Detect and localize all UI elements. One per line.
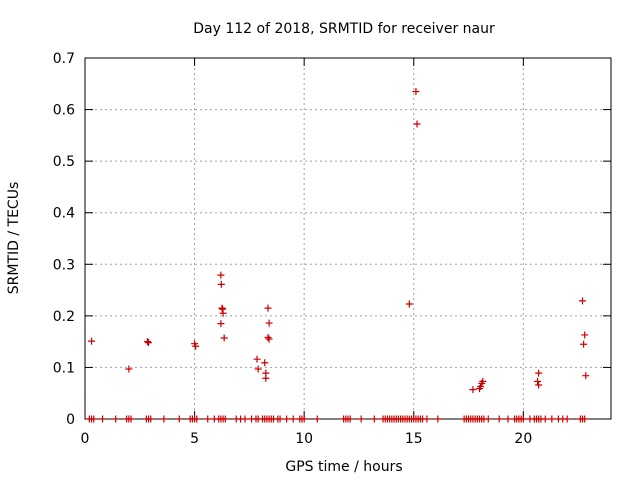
data-point	[423, 415, 431, 423]
data-point	[204, 415, 212, 423]
data-point	[90, 415, 98, 423]
data-point	[99, 415, 107, 423]
grid-lines	[85, 58, 611, 419]
data-point	[519, 415, 527, 423]
data-point	[276, 415, 284, 423]
y-axis-label: SRMTID / TECUs	[6, 182, 22, 295]
data-point	[405, 300, 413, 308]
data-point	[193, 415, 201, 423]
x-tick-label: 10	[295, 431, 313, 447]
data-point	[254, 365, 262, 373]
data-point	[262, 374, 270, 382]
axis-ticks: 0 0.1 0.2 0.3 0.4 0.5 0.6 0.7 0 5 10 15 20	[53, 51, 611, 447]
data-point	[563, 415, 571, 423]
data-point	[241, 415, 249, 423]
data-point	[582, 372, 590, 380]
data-point	[581, 415, 589, 423]
x-tick-label: 20	[514, 431, 532, 447]
y-tick-label: 0.2	[53, 309, 75, 325]
data-point	[357, 415, 365, 423]
y-tick-label: 0.3	[53, 257, 75, 273]
data-point	[283, 415, 291, 423]
data-point	[261, 359, 269, 367]
data-point	[495, 415, 503, 423]
data-point	[504, 415, 512, 423]
data-point	[479, 377, 487, 385]
data-point	[413, 120, 421, 128]
data-point	[217, 271, 225, 279]
data-point	[143, 338, 151, 346]
data-point	[581, 331, 589, 339]
data-point	[147, 415, 155, 423]
data-point	[313, 415, 321, 423]
x-tick-label: 5	[190, 431, 199, 447]
data-point	[579, 297, 587, 305]
data-point	[192, 342, 200, 350]
data-point	[125, 365, 133, 373]
x-tick-label: 0	[81, 431, 90, 447]
data-point	[265, 319, 273, 327]
x-tick-label: 15	[405, 431, 423, 447]
y-tick-label: 0.1	[53, 360, 75, 376]
data-point	[484, 415, 492, 423]
data-point	[264, 304, 272, 312]
y-tick-label: 0.4	[53, 206, 75, 222]
data-point	[217, 320, 225, 328]
data-point	[370, 415, 378, 423]
data-point	[346, 415, 354, 423]
data-points	[85, 88, 590, 423]
data-point	[88, 337, 96, 345]
y-tick-label: 0.7	[53, 51, 75, 67]
data-point	[434, 415, 442, 423]
data-point	[265, 335, 273, 343]
x-axis-label: GPS time / hours	[285, 459, 402, 475]
data-point	[548, 415, 556, 423]
data-point	[535, 369, 543, 377]
data-point	[264, 334, 272, 342]
data-point	[534, 377, 542, 385]
data-point	[127, 415, 135, 423]
data-point	[469, 386, 477, 394]
data-point	[145, 339, 153, 347]
y-tick-label: 0.5	[53, 154, 75, 170]
data-point	[477, 383, 485, 391]
chart-title: Day 112 of 2018, SRMTID for receiver nau…	[193, 21, 495, 37]
data-point	[289, 415, 297, 423]
data-point	[220, 334, 228, 342]
y-tick-label: 0	[66, 412, 75, 428]
data-point	[175, 415, 183, 423]
data-point	[218, 304, 226, 312]
data-point	[300, 415, 308, 423]
data-point	[221, 415, 229, 423]
data-point	[112, 415, 120, 423]
data-point	[580, 340, 588, 348]
data-point	[160, 415, 168, 423]
data-point	[541, 415, 549, 423]
data-point	[412, 88, 420, 96]
y-tick-label: 0.6	[53, 103, 75, 119]
data-point	[253, 355, 261, 363]
data-point	[535, 381, 543, 389]
data-point	[217, 280, 225, 288]
data-point	[219, 309, 227, 317]
